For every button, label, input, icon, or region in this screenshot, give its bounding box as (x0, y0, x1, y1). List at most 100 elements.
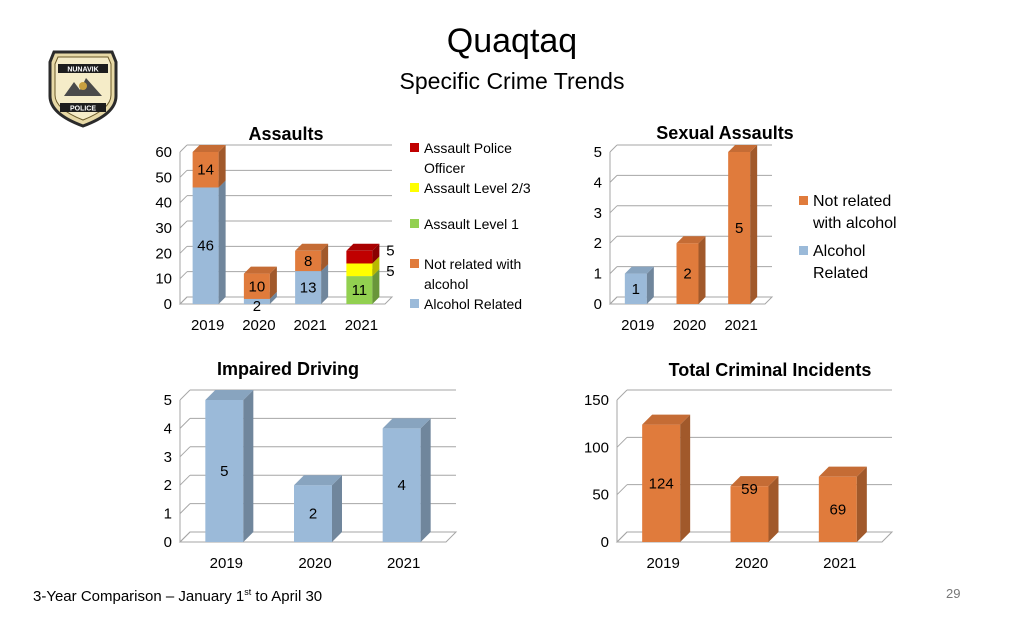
bar-side (768, 476, 779, 542)
data-label: 46 (197, 238, 214, 255)
data-label: 4 (397, 477, 405, 494)
grid-depth-line (179, 220, 188, 229)
data-label: 5 (220, 463, 228, 480)
y-tick-label: 60 (155, 144, 172, 161)
legend-swatch (410, 219, 419, 228)
y-tick-label: 2 (594, 235, 602, 252)
legend-item: Alcohol Related (799, 241, 911, 285)
bar-side (372, 269, 380, 304)
footer-text-start: 3-Year Comparison – January 1 (33, 588, 245, 605)
grid-depth-line (179, 389, 191, 401)
y-tick-label: 2 (164, 477, 172, 494)
y-tick-label: 0 (594, 296, 602, 313)
data-label: 14 (197, 162, 214, 179)
y-tick-label: 30 (155, 220, 172, 237)
x-tick-label: 2020 (673, 317, 706, 334)
y-tick-label: 150 (584, 392, 609, 409)
bar-top (818, 466, 867, 477)
assaults-chart: Assaults 0 10 20 30 40 50 60 46 14 2019 2 10 2020 13 8 2… (155, 124, 394, 334)
bar-face (642, 424, 681, 542)
legend-label: Assault Police Officer (424, 140, 512, 176)
chart-title: Sexual Assaults (656, 123, 793, 143)
bar-top (294, 475, 342, 486)
y-tick-label: 0 (164, 296, 172, 313)
y-tick-label: 50 (592, 487, 609, 504)
bar-face (192, 187, 219, 304)
legend-label: Not related with alcohol (813, 193, 897, 232)
chart-title: Assaults (248, 124, 323, 144)
bar-face (243, 273, 270, 299)
bar-face (624, 273, 647, 304)
grid-depth-line (179, 446, 191, 458)
chart-floor (178, 531, 458, 543)
y-tick-label: 10 (155, 271, 172, 288)
bar-face (728, 152, 751, 304)
bar-segment (624, 266, 654, 304)
y-tick-label: 1 (594, 266, 602, 283)
bar-face (346, 263, 373, 277)
bar-top (624, 266, 654, 274)
data-label: 5 (386, 263, 394, 280)
y-tick-label: 50 (155, 169, 172, 186)
data-label: 8 (304, 253, 312, 270)
police-badge-logo: NUNAVIK POLICE (46, 48, 120, 128)
bar-segment (192, 180, 226, 304)
bar-segment (243, 266, 277, 299)
data-label: 2 (683, 266, 691, 283)
legend-swatch (410, 259, 419, 268)
sexual-assaults-chart: Sexual Assaults 0 1 2 3 4 5 1 2019 2 2020 5 2021 (594, 123, 794, 334)
bar-face (730, 486, 769, 542)
y-tick-label: 100 (584, 439, 609, 456)
x-tick-label: 2021 (823, 555, 856, 572)
grid-depth-line (609, 235, 618, 244)
grid-depth-line (179, 144, 188, 153)
bar-top (676, 236, 706, 244)
footer-text-end: to April 30 (251, 588, 323, 605)
bar-top (382, 418, 431, 429)
bar-segment (730, 476, 779, 542)
x-tick-label: 2019 (210, 555, 243, 572)
bar-top (243, 266, 277, 274)
x-tick-label: 2020 (242, 317, 275, 334)
bar-side (372, 256, 380, 277)
legend-swatch (410, 143, 419, 152)
chart-floor (608, 296, 774, 305)
bar-face (346, 250, 373, 264)
logo-name-text: NUNAVIK (67, 67, 98, 74)
logo-sub-text: POLICE (70, 106, 96, 113)
chart-title: Impaired Driving (217, 359, 359, 379)
bar-face (295, 250, 322, 272)
bar-side (321, 243, 329, 272)
grid-depth-line (179, 195, 188, 204)
bar-segment (294, 475, 342, 542)
grid-depth-line (179, 245, 188, 254)
bar-side (218, 180, 226, 304)
x-tick-label: 2020 (298, 555, 331, 572)
bar-top (642, 414, 691, 425)
legend-item: Alcohol Related (410, 294, 540, 314)
data-label: 69 (829, 501, 846, 518)
y-tick-label: 20 (155, 245, 172, 262)
legend-label: Assault Level 2/3 (424, 180, 531, 196)
data-label: 124 (649, 475, 674, 492)
legend-swatch (799, 196, 808, 205)
legend-label: Alcohol Related (424, 296, 523, 312)
bar-face (294, 485, 332, 542)
y-tick-label: 5 (594, 144, 602, 161)
x-tick-label: 2021 (345, 317, 378, 334)
page-title: Quaqtaq (446, 22, 578, 60)
y-tick-label: 0 (601, 534, 609, 551)
grid-depth-line (179, 418, 191, 429)
x-tick-label: 2019 (646, 555, 679, 572)
bar-segment (728, 145, 758, 304)
grid-depth-line (179, 503, 191, 514)
legend-swatch (410, 299, 419, 308)
grid-depth-line (616, 389, 628, 401)
footer-comparison-note: 3-Year Comparison – January 1st to April… (33, 587, 322, 605)
bar-side (243, 390, 254, 542)
legend-label: Alcohol Related (813, 243, 869, 282)
y-tick-label: 5 (164, 392, 172, 409)
data-label: 5 (735, 220, 743, 237)
legend-label: Not related with alcohol (424, 256, 522, 292)
chart-floor (615, 531, 894, 543)
